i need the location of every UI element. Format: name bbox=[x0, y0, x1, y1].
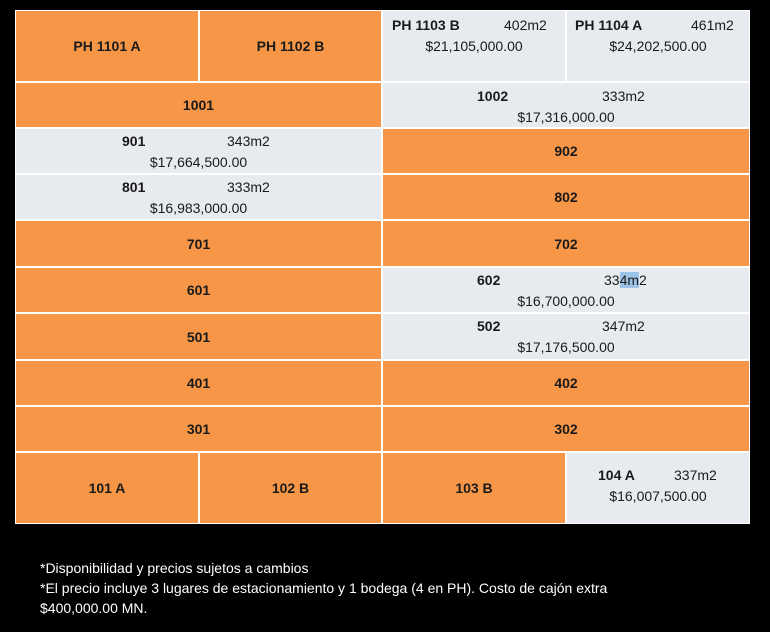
unit-102b[interactable]: 102 B bbox=[199, 452, 382, 524]
unit-area: 334m2 bbox=[604, 272, 647, 288]
unit-ph1102b[interactable]: PH 1102 B bbox=[199, 10, 382, 82]
unit-label: PH 1104 A bbox=[575, 17, 643, 33]
unit-label: 104 A bbox=[598, 467, 635, 483]
unit-ph1103b[interactable]: PH 1103 B 402m2 $21,105,000.00 bbox=[382, 10, 566, 82]
unit-1002[interactable]: 1002 333m2 $17,316,000.00 bbox=[382, 82, 750, 128]
unit-area: 337m2 bbox=[674, 467, 717, 483]
unit-302[interactable]: 302 bbox=[382, 406, 750, 452]
unit-label: 402 bbox=[554, 375, 578, 391]
unit-104a[interactable]: 104 A 337m2 $16,007,500.00 bbox=[566, 452, 750, 524]
unit-area-part: 2 bbox=[639, 272, 647, 288]
unit-area: 347m2 bbox=[602, 318, 645, 334]
unit-price: $24,202,500.00 bbox=[609, 38, 707, 54]
unit-area-part: 33 bbox=[604, 272, 620, 288]
unit-901[interactable]: 901 343m2 $17,664,500.00 bbox=[15, 128, 382, 174]
unit-label: 701 bbox=[186, 235, 211, 252]
unit-label: 602 bbox=[477, 272, 501, 288]
unit-price: $17,664,500.00 bbox=[149, 154, 248, 170]
unit-ph1104a[interactable]: PH 1104 A 461m2 $24,202,500.00 bbox=[566, 10, 750, 82]
unit-902[interactable]: 902 bbox=[382, 128, 750, 174]
units-grid: PH 1101 A PH 1102 B PH 1103 B 402m2 $21,… bbox=[15, 10, 750, 524]
unit-area: 461m2 bbox=[691, 17, 734, 33]
unit-label: 802 bbox=[554, 189, 578, 205]
footnote-price-includes-cont: $400,000.00 MN. bbox=[40, 600, 148, 616]
unit-price: $17,176,500.00 bbox=[517, 339, 615, 355]
unit-602[interactable]: 602 334m2 $16,700,000.00 bbox=[382, 267, 750, 313]
unit-label: 301 bbox=[186, 421, 211, 437]
unit-label: 902 bbox=[554, 143, 578, 159]
unit-label: 702 bbox=[554, 235, 578, 252]
unit-label: 601 bbox=[186, 282, 211, 298]
unit-label: 102 B bbox=[271, 480, 310, 496]
selection-highlight: 4m bbox=[619, 272, 640, 288]
unit-area: 402m2 bbox=[504, 17, 547, 33]
footnote-availability: *Disponibilidad y precios sujetos a camb… bbox=[40, 560, 309, 576]
unit-label: 401 bbox=[186, 375, 211, 391]
unit-label: 302 bbox=[554, 421, 578, 437]
unit-1001[interactable]: 1001 bbox=[15, 82, 382, 128]
unit-label: 1001 bbox=[182, 97, 215, 113]
unit-103b[interactable]: 103 B bbox=[382, 452, 566, 524]
unit-price: $17,316,000.00 bbox=[517, 109, 615, 125]
unit-ph1101a[interactable]: PH 1101 A bbox=[15, 10, 199, 82]
unit-501[interactable]: 501 bbox=[15, 313, 382, 360]
unit-label: 901 bbox=[122, 133, 146, 149]
unit-area: 343m2 bbox=[227, 133, 270, 149]
unit-301[interactable]: 301 bbox=[15, 406, 382, 452]
unit-price: $16,983,000.00 bbox=[149, 200, 248, 216]
unit-price: $16,700,000.00 bbox=[517, 293, 615, 309]
unit-price: $16,007,500.00 bbox=[609, 488, 707, 504]
unit-601[interactable]: 601 bbox=[15, 267, 382, 313]
unit-label: 801 bbox=[122, 179, 146, 195]
unit-701[interactable]: 701 bbox=[15, 220, 382, 267]
unit-label: 101 A bbox=[88, 480, 126, 496]
unit-label: PH 1102 B bbox=[256, 38, 325, 54]
unit-label: 501 bbox=[186, 328, 211, 345]
unit-label: 502 bbox=[477, 318, 501, 334]
unit-label: 103 B bbox=[455, 480, 493, 496]
unit-401[interactable]: 401 bbox=[15, 360, 382, 406]
unit-802[interactable]: 802 bbox=[382, 174, 750, 220]
unit-702[interactable]: 702 bbox=[382, 220, 750, 267]
footnote-price-includes: *El precio incluye 3 lugares de estacion… bbox=[40, 580, 608, 596]
unit-area: 333m2 bbox=[602, 88, 645, 104]
unit-label: PH 1101 A bbox=[73, 38, 141, 54]
unit-label: PH 1103 B bbox=[392, 17, 460, 33]
unit-price: $21,105,000.00 bbox=[425, 38, 523, 54]
unit-101a[interactable]: 101 A bbox=[15, 452, 199, 524]
footnotes: *Disponibilidad y precios sujetos a camb… bbox=[40, 558, 740, 618]
unit-402[interactable]: 402 bbox=[382, 360, 750, 406]
unit-label: 1002 bbox=[477, 88, 509, 104]
unit-502[interactable]: 502 347m2 $17,176,500.00 bbox=[382, 313, 750, 360]
unit-801[interactable]: 801 333m2 $16,983,000.00 bbox=[15, 174, 382, 220]
unit-area: 333m2 bbox=[227, 179, 270, 195]
